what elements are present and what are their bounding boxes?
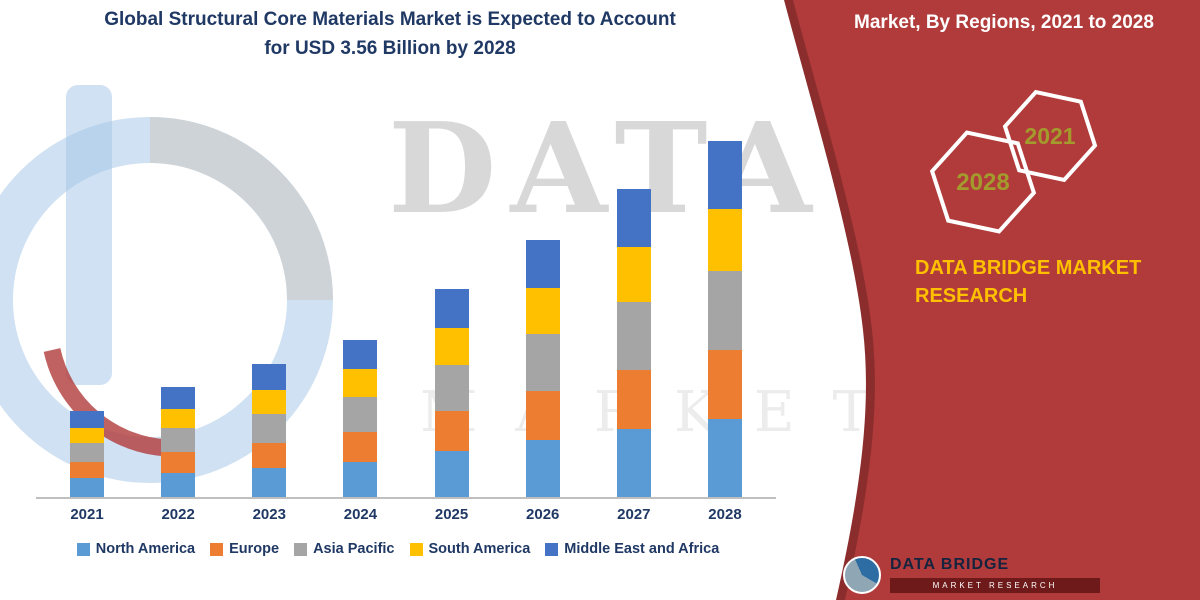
bar-segment-south-america	[70, 428, 104, 443]
bar-segment-asia-pacific	[343, 397, 378, 432]
bar-segment-middle-east-and-africa	[70, 411, 104, 428]
bar-segment-middle-east-and-africa	[616, 189, 651, 247]
bar-group-2027	[593, 189, 675, 497]
legend-swatch-south-america	[409, 542, 423, 556]
bar-segment-asia-pacific	[252, 414, 287, 443]
databridge-logo-icon	[843, 556, 881, 594]
bar-segment-south-america	[525, 288, 560, 334]
bar-group-2028	[684, 141, 766, 497]
stacked-bar-chart: 2021 2022 2023 2024 2025 2026 2027 2028	[36, 137, 776, 523]
banner-brand-line2: RESEARCH	[915, 285, 1028, 307]
bar-stack	[616, 189, 651, 497]
bar-segment-south-america	[252, 390, 287, 414]
x-axis-label-2028: 2028	[708, 506, 742, 523]
bar-segment-south-america	[343, 369, 378, 397]
bar-segment-europe	[343, 432, 378, 462]
x-axis-label-2021: 2021	[70, 506, 104, 523]
legend-item-europe: Europe	[210, 541, 279, 557]
bar-group-2026	[502, 240, 584, 497]
chart-title: Global Structural Core Materials Market …	[28, 6, 752, 63]
legend-swatch-middle-east-and-africa	[545, 542, 559, 556]
footer-logo-subtitle-band: MARKET RESEARCH	[890, 578, 1100, 593]
bar-segment-south-america	[707, 209, 742, 271]
bar-segment-europe	[161, 452, 196, 473]
bar-stack	[343, 340, 378, 497]
legend-label-europe: Europe	[229, 541, 280, 557]
bar-segment-europe	[525, 391, 560, 440]
legend-item-asia-pacific: Asia Pacific	[294, 541, 395, 557]
bar-segment-middle-east-and-africa	[161, 387, 196, 409]
x-axis-label-2025: 2025	[434, 506, 469, 523]
legend-swatch-europe	[210, 542, 224, 556]
bar-segment-north-america	[707, 419, 742, 497]
legend-label-south-america: South America	[428, 541, 531, 557]
footer-logo-text: DATA BRIDGE MARKET RESEARCH	[890, 556, 1100, 593]
bar-segment-north-america	[616, 429, 651, 497]
footer-logo-title: DATA BRIDGE	[890, 556, 1010, 573]
bar-segment-middle-east-and-africa	[434, 289, 469, 328]
bar-segment-south-america	[434, 328, 469, 365]
legend-label-north-america: North America	[95, 541, 196, 557]
bar-stack	[707, 141, 742, 497]
chart-title-line2: for USD 3.56 Billion by 2028	[264, 37, 516, 59]
x-axis-labels: 2021 2022 2023 2024 2025 2026 2027 2028	[46, 506, 766, 523]
legend-swatch-asia-pacific	[294, 542, 308, 556]
x-axis-line	[36, 497, 776, 499]
bar-group-2023	[228, 364, 310, 497]
banner-brand-line1: DATA BRIDGE MARKET	[915, 257, 1142, 279]
legend-swatch-north-america	[76, 542, 90, 556]
logo-gray-arc	[149, 117, 333, 301]
bar-segment-asia-pacific	[434, 365, 469, 411]
bar-group-2024	[319, 340, 401, 497]
bar-segment-asia-pacific	[70, 443, 104, 462]
bar-stack	[434, 289, 469, 497]
bar-segment-asia-pacific	[616, 302, 651, 370]
bar-segment-europe	[252, 443, 287, 468]
bar-segment-north-america	[161, 473, 196, 497]
bar-stack	[70, 411, 104, 497]
bar-segment-middle-east-and-africa	[707, 141, 742, 209]
chart-legend: North America Europe Asia Pacific South Ame…	[26, 541, 770, 557]
bar-segment-europe	[70, 462, 104, 478]
banner-heading: Market, By Regions, 2021 to 2028	[854, 12, 1154, 33]
red-swoosh-fill	[793, 0, 1200, 600]
bar-segment-north-america	[252, 468, 287, 497]
bar-segment-north-america	[70, 478, 104, 497]
bar-segment-asia-pacific	[161, 428, 196, 452]
legend-item-south-america: South America	[409, 541, 531, 557]
bar-group-2022	[137, 387, 219, 497]
x-axis-label-2027: 2027	[617, 506, 651, 523]
x-axis-label-2026: 2026	[526, 506, 560, 523]
bar-stack	[252, 364, 287, 497]
banner-brand-text: DATA BRIDGE MARKET RESEARCH	[915, 254, 1141, 310]
bar-segment-south-america	[616, 247, 651, 302]
bar-segment-europe	[616, 370, 651, 429]
legend-item-north-america: North America	[76, 541, 196, 557]
x-axis-label-2023: 2023	[252, 506, 286, 523]
bar-segment-asia-pacific	[707, 271, 742, 350]
bar-group-2021	[46, 411, 128, 497]
bar-group-2025	[411, 289, 493, 497]
legend-label-asia-pacific: Asia Pacific	[313, 541, 395, 557]
bar-segment-middle-east-and-africa	[525, 240, 560, 288]
bar-segment-europe	[707, 350, 742, 419]
bar-segment-south-america	[161, 409, 196, 428]
bar-segment-middle-east-and-africa	[252, 364, 287, 390]
x-axis-label-2022: 2022	[161, 506, 195, 523]
bar-segment-europe	[434, 411, 469, 451]
bar-segment-north-america	[525, 440, 560, 497]
bar-segment-asia-pacific	[525, 334, 560, 391]
bar-stack	[161, 387, 196, 497]
chart-title-line1: Global Structural Core Materials Market …	[104, 9, 676, 30]
bar-plot-area	[46, 137, 766, 497]
x-axis-label-2024: 2024	[343, 506, 378, 523]
legend-item-middle-east-and-africa: Middle East and Africa	[545, 541, 719, 557]
bar-segment-north-america	[434, 451, 469, 497]
bar-segment-north-america	[343, 462, 378, 497]
bar-stack	[525, 240, 560, 497]
footer-logo: DATA BRIDGE MARKET RESEARCH	[843, 556, 1100, 594]
legend-label-middle-east-and-africa: Middle East and Africa	[564, 541, 720, 557]
bar-segment-middle-east-and-africa	[343, 340, 378, 369]
